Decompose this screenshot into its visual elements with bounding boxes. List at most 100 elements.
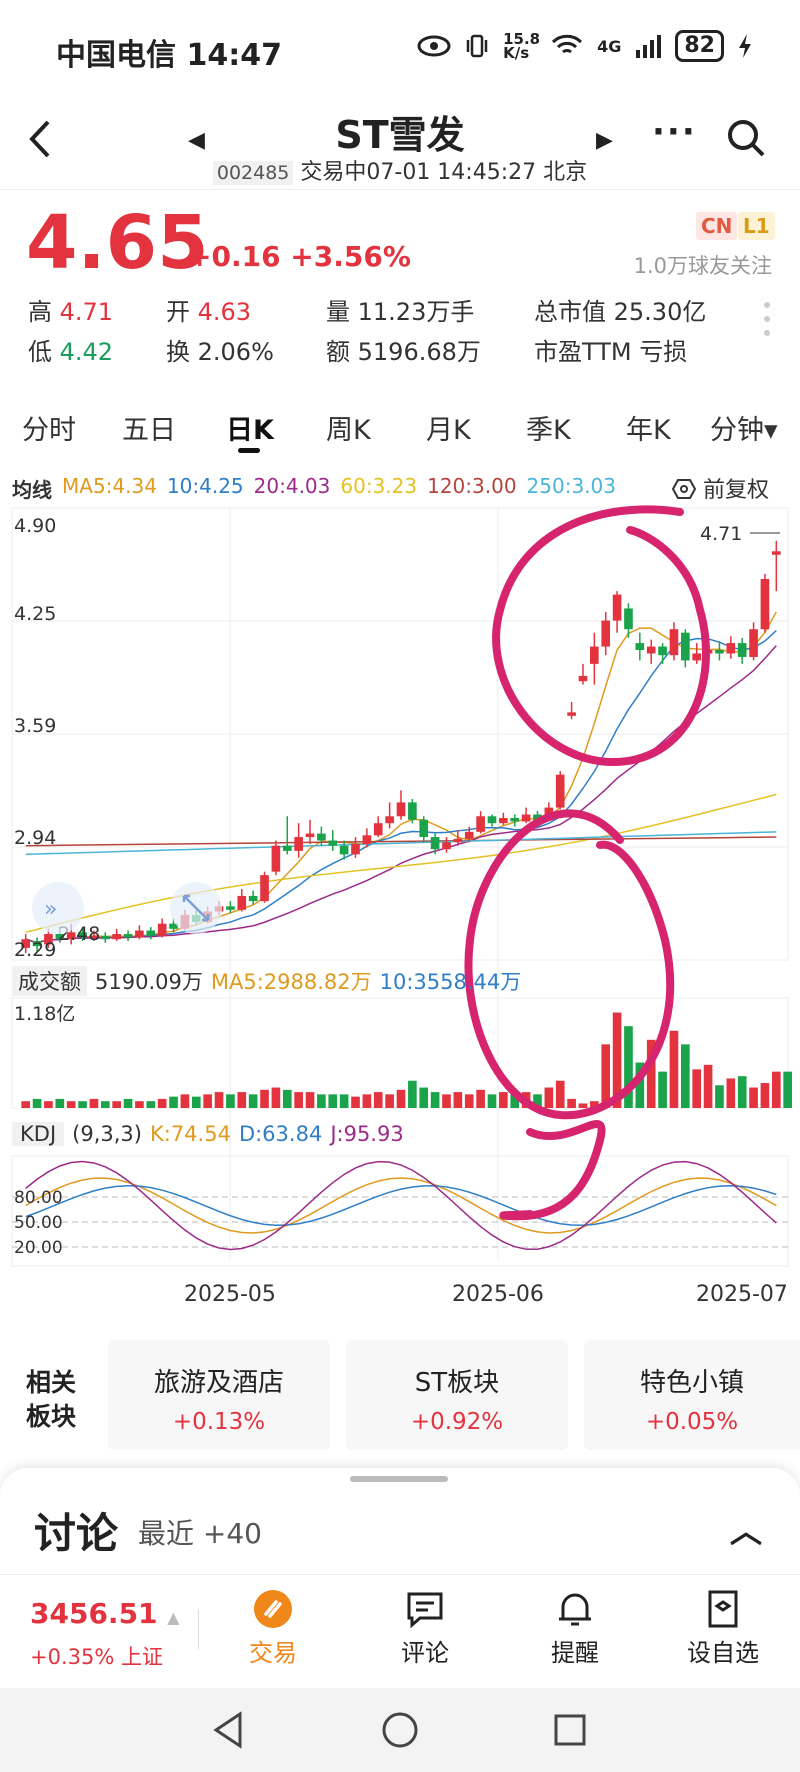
candle-body <box>385 816 394 824</box>
drag-handle[interactable] <box>350 1476 448 1482</box>
divider <box>198 1609 199 1649</box>
candle-body <box>590 646 599 664</box>
candle <box>635 632 645 661</box>
signal-icon <box>636 35 662 58</box>
volume-bar <box>703 1064 713 1108</box>
quote-more-button[interactable] <box>764 302 770 344</box>
candle-body <box>351 843 360 855</box>
tab-yearly-k[interactable]: 年K <box>626 415 671 446</box>
discussion-panel[interactable]: 讨论 最近 +40 ︿ <box>0 1468 800 1574</box>
turnover-rate: 换 2.06% <box>166 338 274 366</box>
ma-lines <box>25 611 777 944</box>
system-home-icon[interactable] <box>380 1710 420 1750</box>
carrier-time: 中国电信 14:47 <box>56 38 282 73</box>
candle-body <box>760 579 770 630</box>
volume-bar <box>749 1087 758 1108</box>
net-speed: 15.8 K/s <box>503 30 541 62</box>
tab-timeshare[interactable]: 分时 <box>22 415 76 446</box>
candle-body <box>89 935 99 938</box>
candle-body <box>248 895 258 902</box>
volume-bar <box>55 1098 65 1108</box>
tab-weekly-k[interactable]: 周K <box>326 415 371 446</box>
high-price: 高 4.71 <box>28 298 114 326</box>
nav-watchlist-label: 设自选 <box>687 1639 759 1667</box>
tab-quarterly-k[interactable]: 季K <box>526 415 571 446</box>
sector-name: 旅游及酒店 <box>153 1368 284 1398</box>
candle <box>226 901 235 914</box>
grid <box>11 507 789 1267</box>
candle-body <box>271 845 281 872</box>
expand-chevron-icon[interactable]: ︿ <box>730 1512 763 1550</box>
system-recents-icon[interactable] <box>552 1712 588 1748</box>
candle-body <box>737 643 747 657</box>
kline-chart[interactable]: 4.90 4.25 3.59 2.94 2.29 2.48 4.71 1.18亿… <box>0 500 800 1300</box>
adjust-button[interactable]: 前复权 <box>671 472 769 504</box>
signal-label: 4G <box>597 36 622 56</box>
last-price: 4.65 <box>26 200 209 286</box>
candle <box>771 540 781 592</box>
sector-change: +0.92% <box>410 1409 504 1435</box>
candle <box>362 828 372 848</box>
kdj-label[interactable]: KDJ <box>12 1122 65 1146</box>
pe-ttm: 市盈TTM 亏损 <box>534 338 688 366</box>
volume-bar <box>328 1094 338 1108</box>
more-button[interactable]: ··· <box>652 112 697 152</box>
candle-body <box>430 837 440 850</box>
volume-label[interactable]: 成交额 <box>12 966 87 996</box>
tab-daily-k[interactable]: 日K <box>226 415 274 446</box>
prev-stock-button[interactable]: ◀ <box>188 128 205 153</box>
next-stock-button[interactable]: ▶ <box>596 128 613 153</box>
tab-monthly-k[interactable]: 月K <box>426 415 471 446</box>
ma-label[interactable]: 均线 <box>12 478 52 502</box>
annotation-circles <box>464 505 710 1221</box>
index-value[interactable]: 3456.51 ▲ <box>30 1597 180 1630</box>
candle-body <box>533 814 542 820</box>
volume-bar <box>612 1012 622 1108</box>
kdj-k: K:74.54 <box>149 1122 231 1146</box>
followers-count[interactable]: 1.0万球友关注 <box>633 254 772 278</box>
volume-bar <box>180 1094 190 1108</box>
nav-watchlist[interactable]: 设自选 <box>668 1585 778 1668</box>
volume-value: 量 11.23万手 <box>326 298 475 326</box>
stock-header: ◀ ST雪发 ▶ 002485 交易中07-01 14:45:27 北京 ··· <box>0 100 800 190</box>
nav-comment[interactable]: 评论 <box>370 1585 480 1668</box>
candle <box>737 637 747 664</box>
status-bar: 中国电信 14:47 15.8 K/s 4G 82 <box>0 0 800 100</box>
volume-bar <box>351 1096 360 1108</box>
sector-card[interactable]: 旅游及酒店 +0.13% <box>108 1340 330 1450</box>
volume-current: 5190.09万 <box>95 970 203 994</box>
kdj-tick-50: 50.00 <box>14 1213 63 1233</box>
nav-trade-label: 交易 <box>249 1639 297 1667</box>
battery-indicator: 82 <box>675 30 724 62</box>
vibrate-icon <box>466 34 488 58</box>
volume-bar <box>783 1071 793 1108</box>
volume-bar <box>453 1092 463 1108</box>
candle <box>578 663 588 685</box>
scroll-left-button[interactable]: » <box>32 882 84 934</box>
level-badge-l1: L1 <box>738 212 775 240</box>
volume-bar <box>237 1092 247 1108</box>
ma20-value: 20:4.03 <box>253 474 331 498</box>
system-back-icon[interactable] <box>210 1710 246 1750</box>
sector-card[interactable]: 特色小镇 +0.05% <box>584 1340 800 1450</box>
tab-minute[interactable]: 分钟▾ <box>710 415 778 446</box>
volume-bar <box>78 1101 87 1108</box>
volume-bar <box>112 1101 121 1108</box>
nav-comment-label: 评论 <box>401 1639 449 1667</box>
candle-body <box>146 930 156 936</box>
ma5-value: MA5:4.34 <box>62 474 157 498</box>
back-button[interactable] <box>24 114 54 176</box>
search-icon[interactable] <box>726 118 766 158</box>
sector-card[interactable]: ST板块 +0.92% <box>346 1340 568 1450</box>
tab-five-day[interactable]: 五日 <box>122 415 176 446</box>
candle <box>419 816 429 843</box>
candle <box>510 814 520 827</box>
nav-trade[interactable]: 交易 <box>218 1585 328 1668</box>
candle-body <box>555 774 565 808</box>
bottom-bar: 3456.51 ▲ +0.35% 上证 交易 评论 提醒 设自选 <box>0 1574 800 1686</box>
candle-body <box>658 646 667 656</box>
candle <box>373 816 383 838</box>
nav-alert[interactable]: 提醒 <box>520 1585 630 1668</box>
expand-chart-button[interactable] <box>170 882 222 934</box>
volume-bar <box>737 1076 747 1108</box>
